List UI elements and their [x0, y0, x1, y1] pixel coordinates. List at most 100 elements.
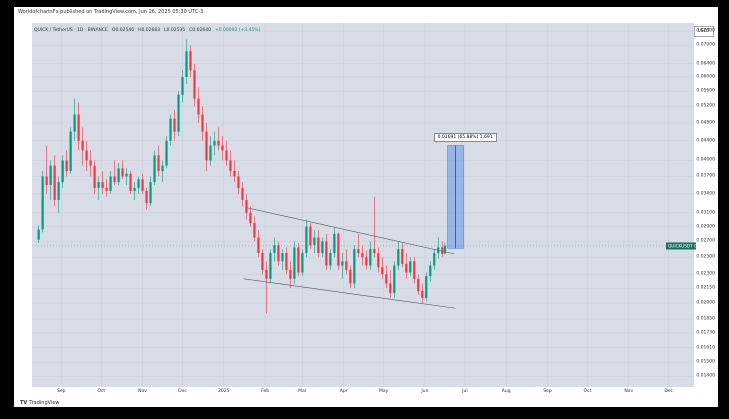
price-tick-label: 0.02000 [696, 300, 715, 306]
candle-body [61, 160, 64, 183]
price-tick-label: 0.02300 [696, 271, 715, 277]
candle-body [73, 114, 76, 132]
candle-body [69, 131, 72, 171]
candle-body [193, 70, 196, 99]
candle-body [397, 249, 400, 266]
candle-body [209, 145, 212, 161]
candle-body [53, 165, 56, 201]
price-tick-label: 0.03100 [696, 210, 715, 216]
brand-name: TradingView [29, 400, 60, 406]
candle-body [365, 257, 368, 266]
symbol-legend: QUICK / TetherUS · 1D · BINANCE O0.02546… [34, 28, 260, 33]
time-tick-label: Apr [339, 389, 348, 394]
candle-body [373, 249, 376, 254]
candle-body [241, 187, 244, 201]
candle-body [177, 94, 180, 132]
time-tick-label: Aug [501, 389, 511, 394]
candle-body [133, 187, 136, 191]
candle-body [121, 168, 124, 177]
candle-body [393, 265, 396, 294]
price-axis[interactable]: USDT 0.07500 0.07000 0.06400 0.06000 0.05600… [693, 23, 718, 387]
ohlc-low: L0.02535 [164, 28, 186, 33]
candle-body [233, 170, 236, 177]
candle-body [185, 51, 188, 77]
time-tick-label: Jul [462, 389, 468, 394]
candle-body [377, 253, 380, 268]
candle-body [273, 245, 276, 254]
chart-svg [32, 23, 694, 387]
candle-body [281, 253, 284, 262]
candle-body [129, 173, 132, 191]
last-price-tag: QUICKUSDT 0.02640 [666, 242, 712, 250]
candle-body [289, 269, 292, 279]
time-tick-label: Mar [298, 389, 307, 394]
candle-body [57, 182, 60, 201]
candle-body [421, 291, 424, 298]
price-tick-label: 0.05200 [696, 103, 715, 109]
candle-body [97, 182, 100, 188]
candle-body [353, 249, 356, 284]
candle-body [213, 140, 216, 146]
candle-body [297, 247, 300, 273]
price-tick-label: 0.04000 [696, 157, 715, 163]
measure-label: 0.01691 (65.88%) 1,691 [433, 132, 497, 142]
tradingview-brand: TV TradingView [20, 400, 60, 406]
price-tick-label: 0.02700 [696, 238, 715, 244]
time-axis[interactable]: Sep Oct Nov Dec 2025 Feb Mar Apr May Jun Jul Aug Sep… [32, 387, 694, 399]
time-tick-label: Dec [178, 389, 187, 394]
candle-body [101, 182, 104, 188]
candle-body [117, 168, 120, 183]
candle-body [49, 165, 52, 185]
channel-upper-line [246, 207, 455, 255]
candle-body [217, 140, 220, 146]
candle-body [249, 212, 252, 224]
candle-body [405, 263, 408, 273]
candle-body [433, 253, 436, 266]
candle-body [77, 114, 80, 141]
candle-body [441, 247, 444, 254]
ohlc-close: C0.02640 [189, 28, 211, 33]
candle-body [205, 131, 208, 161]
channel-lower-line [243, 278, 456, 309]
time-tick-label: 2025 [218, 389, 230, 394]
candle-body [369, 249, 372, 266]
currency-button[interactable]: USDT [693, 26, 714, 37]
candle-body [317, 237, 320, 254]
chart-frame: WorldofchartsFx published on TradingView… [14, 7, 718, 407]
candle-body [173, 118, 176, 132]
candle-body [409, 261, 412, 273]
candle-body [225, 150, 228, 161]
candle-body [349, 269, 352, 284]
candle-body [81, 140, 84, 151]
candle-body [229, 160, 232, 171]
time-tick-label: Jun [421, 389, 429, 394]
candle-body [277, 245, 280, 262]
candle-body [321, 241, 324, 254]
candle-body [181, 76, 184, 95]
candle-body [125, 173, 128, 177]
time-tick-label: Oct [97, 389, 106, 394]
candle-body [401, 249, 404, 264]
price-tick-label: 0.01610 [696, 345, 715, 351]
price-tick-label: 0.06000 [696, 74, 715, 80]
price-tick-label: 0.05600 [696, 88, 715, 94]
candle-body [65, 160, 68, 171]
price-tick-label: 0.06400 [696, 61, 715, 67]
candle-body [45, 176, 48, 185]
candle-body [329, 253, 332, 266]
candle-body [41, 176, 44, 230]
candle-body [443, 245, 447, 254]
candle-body [345, 261, 348, 270]
candle-body [161, 165, 164, 171]
time-tick-label: Nov [624, 389, 634, 394]
candle-body [237, 176, 240, 188]
price-tick-label: 0.01400 [696, 373, 715, 379]
tradingview-logo-icon: TV [20, 400, 28, 406]
candle-body [413, 261, 416, 279]
price-tick-label: 0.01500 [696, 359, 715, 365]
candle-body [285, 253, 288, 270]
time-tick-label: Dec [664, 389, 674, 394]
plot-area[interactable]: QUICK / TetherUS · 1D · BINANCE O0.02546… [32, 23, 694, 387]
candle-body [305, 226, 308, 254]
price-tick-label: 0.03700 [696, 173, 715, 179]
